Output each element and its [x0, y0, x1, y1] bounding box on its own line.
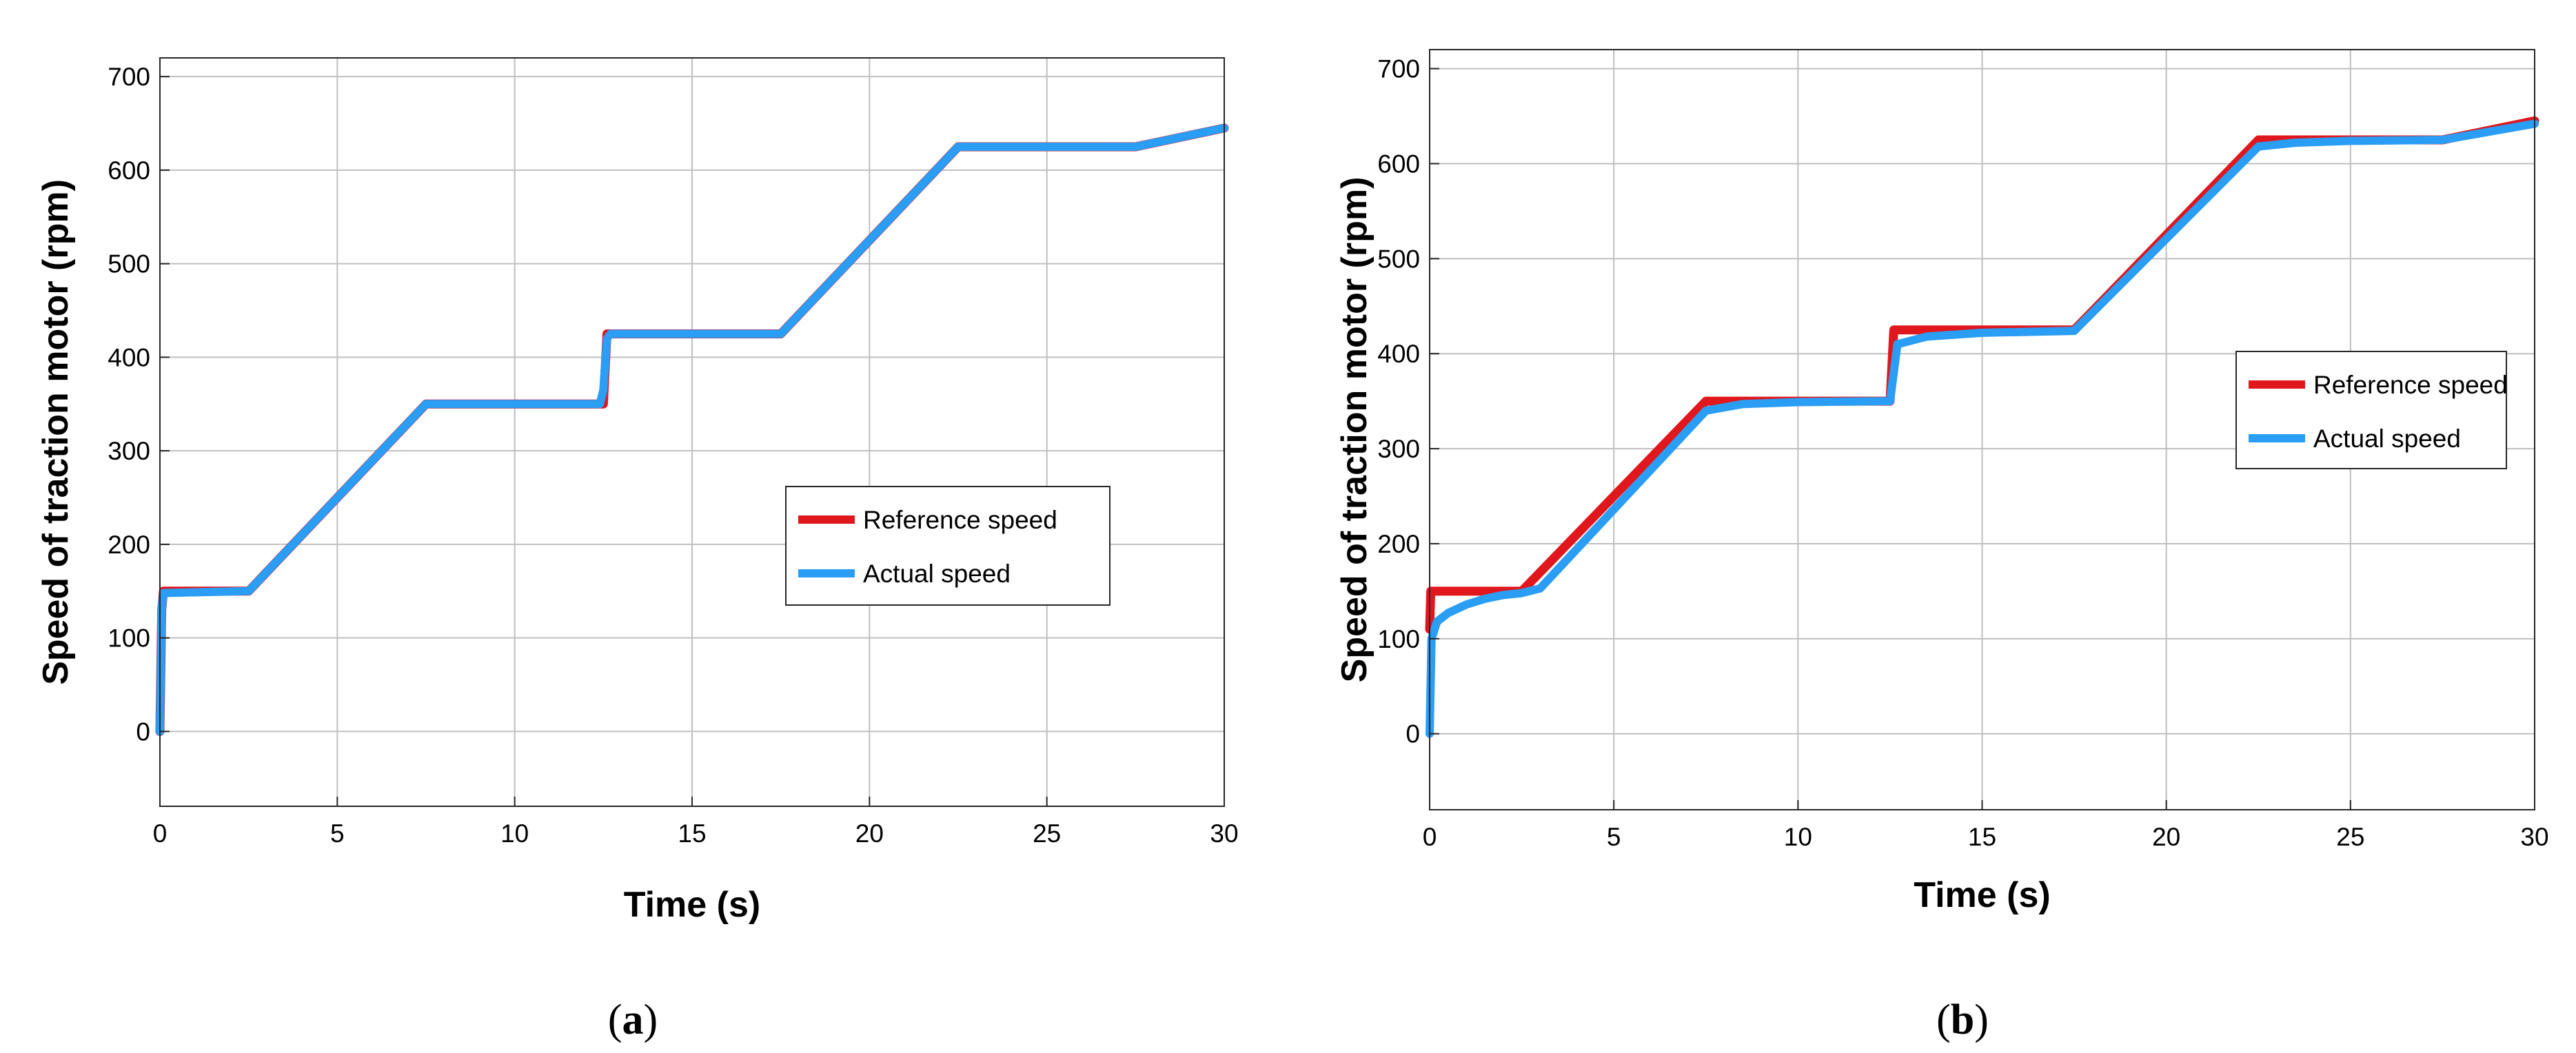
y-tick-label: 300 [108, 437, 150, 465]
x-tick-label: 30 [1210, 819, 1238, 848]
legend: Reference speed Actual speed [2235, 351, 2508, 469]
y-tick-label: 700 [108, 63, 150, 91]
panel-caption: (a) [608, 996, 658, 1043]
legend-label: Actual speed [863, 560, 1011, 588]
x-tick-label: 20 [855, 819, 884, 848]
x-tick-label: 15 [678, 819, 706, 848]
series-line-actual-speed [1426, 119, 2539, 738]
y-tick-label: 600 [108, 156, 150, 185]
x-tick-label: 0 [1423, 823, 1437, 851]
x-tick-label: 5 [1607, 823, 1621, 851]
y-tick-label: 400 [1377, 340, 1420, 368]
x-tick-label: 5 [330, 819, 345, 848]
x-tick-label: 30 [2520, 823, 2548, 851]
y-tick-label: 700 [1377, 55, 1420, 83]
y-tick-label: 500 [108, 250, 150, 278]
legend-label: Actual speed [2313, 425, 2461, 453]
y-tick-label: 200 [108, 531, 150, 559]
x-tick-label: 10 [1784, 823, 1812, 851]
legend-box [2235, 351, 2507, 469]
y-tick-label: 600 [1377, 150, 1420, 178]
panel-caption: (b) [1936, 996, 1989, 1043]
x-tick-label: 25 [1033, 819, 1061, 848]
x-tick-label: 15 [1968, 823, 1996, 851]
y-tick-label: 100 [1377, 625, 1420, 653]
y-tick-label: 0 [136, 717, 150, 746]
y-tick-label: 400 [108, 343, 150, 371]
x-tick-label: 20 [2152, 823, 2180, 851]
legend-label: Reference speed [863, 506, 1057, 534]
legend: Reference speed Actual speed [785, 486, 1110, 606]
series-line-actual-speed [156, 123, 1228, 736]
x-tick-label: 0 [153, 819, 168, 848]
x-tick-label: 25 [2336, 823, 2364, 851]
legend-box [785, 486, 1110, 606]
y-tick-label: 0 [1406, 720, 1420, 748]
panel-caption-letter: a [622, 996, 644, 1043]
x-tick-label: 10 [500, 819, 529, 848]
y-tick-label: 100 [108, 624, 150, 653]
y-tick-label: 200 [1377, 530, 1420, 558]
y-tick-label: 500 [1377, 245, 1420, 273]
y-tick-label: 300 [1377, 435, 1420, 463]
x-axis-label: Time (s) [624, 885, 760, 925]
y-axis-label: Speed of traction motor (rpm) [36, 179, 76, 685]
panel-caption-letter: b [1951, 996, 1974, 1043]
legend-label: Reference speed [2313, 371, 2508, 399]
y-axis-label: Speed of traction motor (rpm) [1335, 177, 1375, 683]
x-axis-label: Time (s) [1914, 875, 2050, 915]
